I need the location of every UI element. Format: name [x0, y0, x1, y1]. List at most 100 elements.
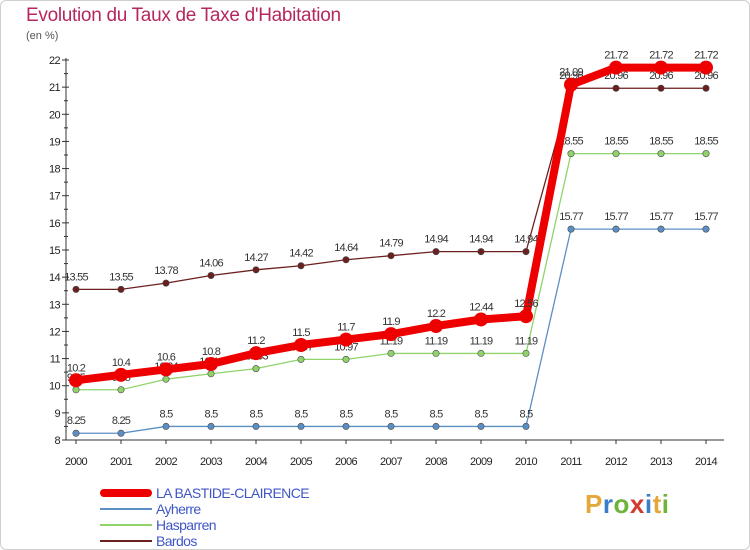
data-point — [567, 225, 575, 233]
y-tick-label: 17 — [49, 191, 61, 203]
data-point — [297, 422, 305, 430]
data-label: 11.5 — [292, 327, 310, 339]
legend-label: LA BASTIDE-CLAIRENCE — [156, 485, 310, 501]
x-tick-label: 2003 — [200, 456, 223, 468]
y-tick-label: 11 — [50, 354, 61, 366]
data-label: 8.5 — [430, 408, 444, 420]
data-label: 13.55 — [64, 271, 88, 283]
data-point — [162, 422, 170, 430]
data-point — [612, 225, 620, 233]
data-point — [657, 84, 665, 92]
data-point — [342, 422, 350, 430]
data-point — [477, 422, 485, 430]
y-tick-label: 13 — [49, 299, 61, 311]
data-point — [252, 266, 260, 274]
data-label: 14.94 — [514, 234, 538, 246]
data-label: 8.5 — [475, 408, 489, 420]
legend-swatch — [100, 489, 152, 497]
data-point — [477, 349, 485, 357]
data-label: 10.4 — [112, 357, 131, 369]
data-point — [297, 355, 305, 363]
data-label: 21.72 — [604, 50, 628, 62]
data-point — [72, 429, 80, 437]
data-point — [384, 327, 398, 342]
data-label: 12.56 — [514, 298, 538, 310]
data-point — [72, 386, 80, 394]
legend-swatch — [100, 508, 152, 510]
data-point — [249, 346, 263, 361]
x-tick-label: 2010 — [515, 456, 538, 468]
y-axis-unit-label: (en %) — [26, 30, 59, 42]
data-label: 14.94 — [469, 234, 493, 246]
data-point — [657, 225, 665, 233]
data-label: 15.77 — [694, 211, 718, 223]
x-tick-label: 2011 — [560, 456, 582, 468]
x-tick-label: 2006 — [335, 456, 358, 468]
x-tick-label: 2005 — [290, 456, 313, 468]
data-point — [294, 338, 308, 352]
data-point — [702, 150, 710, 158]
data-label: 8.5 — [295, 408, 309, 420]
y-tick-label: 14 — [49, 272, 61, 284]
data-point — [702, 225, 710, 233]
data-point — [387, 349, 395, 357]
data-label: 11.19 — [470, 335, 493, 347]
data-label: 14.64 — [334, 242, 358, 254]
data-point — [387, 252, 395, 260]
data-label: 21.72 — [694, 50, 718, 62]
data-label: 13.78 — [154, 265, 178, 277]
data-point — [207, 272, 215, 280]
data-point — [114, 367, 128, 382]
legend-item: Ayherre — [100, 501, 309, 517]
x-tick-label: 2008 — [425, 456, 448, 468]
data-point — [432, 349, 440, 357]
data-label: 11.2 — [247, 335, 265, 347]
data-point — [474, 312, 488, 327]
data-point — [654, 60, 668, 75]
data-label: 12.44 — [469, 301, 493, 313]
legend-label: Bardos — [156, 533, 197, 549]
data-point — [117, 285, 125, 293]
legend-item: Hasparren — [100, 517, 309, 533]
data-point — [519, 309, 533, 324]
data-label: 8.5 — [520, 408, 534, 420]
data-point — [342, 355, 350, 363]
y-tick-label: 9 — [54, 408, 60, 420]
data-point — [699, 60, 713, 75]
data-point — [477, 248, 485, 256]
data-point — [612, 84, 620, 92]
data-point — [252, 422, 260, 430]
y-tick-label: 18 — [49, 164, 61, 176]
data-label: 11.9 — [382, 316, 400, 328]
x-tick-label: 2014 — [695, 456, 718, 468]
data-point — [612, 150, 620, 158]
data-label: 8.5 — [160, 408, 174, 420]
data-label: 8.25 — [67, 415, 86, 427]
data-label: 8.5 — [250, 408, 264, 420]
data-point — [564, 77, 578, 92]
legend-item: Bardos — [100, 533, 309, 549]
y-tick-label: 19 — [49, 136, 61, 148]
data-label: 15.77 — [604, 211, 628, 223]
legend-swatch — [100, 524, 152, 526]
data-label: 15.77 — [649, 211, 673, 223]
legend-swatch — [100, 540, 152, 542]
data-point — [339, 332, 353, 347]
x-tick-label: 2007 — [380, 456, 403, 468]
data-label: 14.27 — [244, 252, 268, 264]
chart-title: Evolution du Taux de Taxe d'Habitation — [26, 5, 341, 26]
data-point — [297, 262, 305, 270]
y-tick-label: 15 — [49, 245, 61, 257]
y-tick-label: 20 — [49, 109, 61, 121]
y-tick-label: 21 — [49, 82, 61, 94]
data-label: 18.55 — [649, 136, 673, 148]
data-point — [609, 60, 623, 75]
x-tick-label: 2002 — [155, 456, 178, 468]
x-tick-label: 2013 — [650, 456, 673, 468]
data-label: 21.72 — [649, 50, 673, 62]
data-point — [522, 349, 530, 357]
data-label: 8.5 — [385, 408, 399, 420]
data-point — [162, 375, 170, 383]
